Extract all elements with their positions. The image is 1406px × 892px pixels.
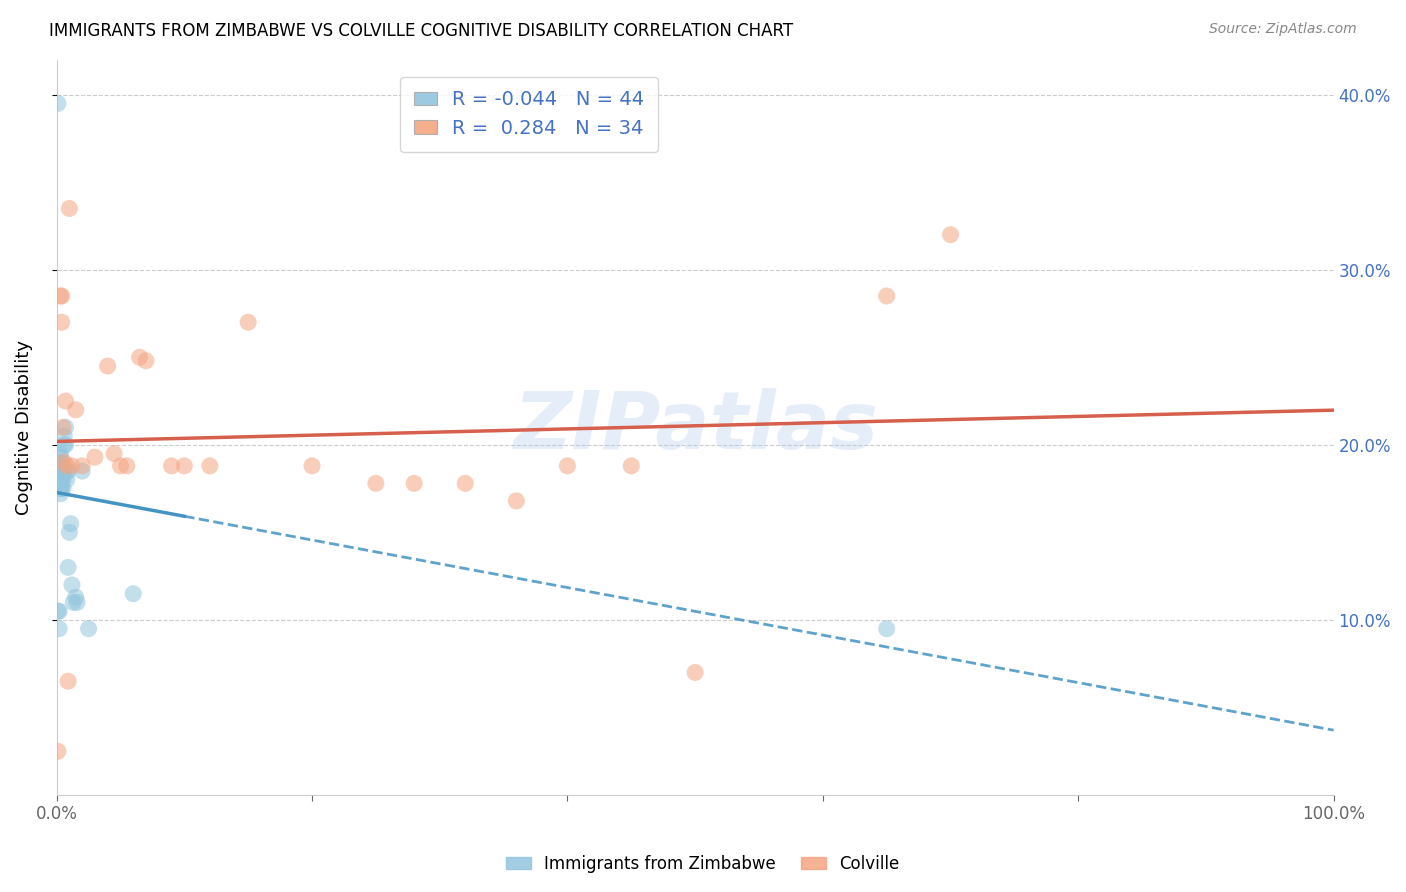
Point (48, 604, 70, 618)
Point (51, 482, 73, 496)
Point (56, 674, 79, 689)
Point (454, 476, 477, 491)
Point (55, 438, 77, 452)
Point (49, 455, 72, 469)
Point (198, 458, 221, 473)
Point (49, 289, 72, 303)
Point (49, 464, 72, 478)
Point (49, 458, 72, 473)
Point (48, 467, 70, 482)
Point (66, 595, 89, 609)
Point (84, 450, 107, 464)
Point (53, 429, 76, 443)
Point (876, 289, 898, 303)
Point (173, 458, 195, 473)
Point (48, 464, 70, 478)
Point (60, 458, 83, 473)
Point (103, 447, 125, 461)
Point (557, 458, 579, 473)
Point (49, 476, 72, 491)
Point (56, 458, 79, 473)
Point (115, 458, 138, 473)
Point (46, 96, 69, 111)
Point (97, 359, 120, 373)
Point (683, 665, 706, 680)
Point (46, 604, 69, 618)
Point (58, 202, 80, 216)
Point (128, 351, 150, 365)
Point (59, 516, 82, 531)
Point (49, 473, 72, 487)
Point (122, 587, 145, 601)
Point (52, 420, 75, 434)
Point (48, 622, 70, 636)
Point (301, 458, 323, 473)
Point (364, 476, 387, 491)
Point (135, 353, 157, 368)
Point (77, 622, 100, 636)
Point (56, 560, 79, 574)
Point (52, 473, 75, 487)
Point (620, 458, 643, 473)
Point (62, 595, 84, 609)
Point (238, 315, 260, 329)
Point (505, 494, 527, 508)
Point (70, 458, 93, 473)
Point (51, 467, 73, 482)
Point (49, 450, 72, 464)
Point (56, 464, 79, 478)
Point (52, 464, 75, 478)
Point (65, 590, 87, 604)
Point (160, 458, 183, 473)
Point (46, 744, 69, 758)
Point (404, 476, 426, 491)
Point (51, 455, 73, 469)
Point (55, 420, 77, 434)
Point (56, 473, 79, 487)
Text: IMMIGRANTS FROM ZIMBABWE VS COLVILLE COGNITIVE DISABILITY CORRELATION CHART: IMMIGRANTS FROM ZIMBABWE VS COLVILLE COG… (49, 22, 793, 40)
Y-axis label: Cognitive Disability: Cognitive Disability (15, 340, 32, 515)
Point (53, 438, 76, 452)
Point (49, 487, 72, 501)
Point (46, 464, 69, 478)
Point (876, 622, 898, 636)
Point (58, 525, 80, 540)
Point (60, 578, 83, 592)
Point (55, 394, 77, 409)
Point (52, 482, 75, 496)
Point (51, 289, 73, 303)
Point (70, 464, 93, 478)
Point (110, 458, 132, 473)
Text: ZIPatlas: ZIPatlas (513, 388, 877, 467)
Legend: R = -0.044   N = 44, R =  0.284   N = 34: R = -0.044 N = 44, R = 0.284 N = 34 (399, 77, 658, 152)
Legend: Immigrants from Zimbabwe, Colville: Immigrants from Zimbabwe, Colville (499, 848, 907, 880)
Point (65, 402, 87, 417)
Point (52, 467, 75, 482)
Point (53, 455, 76, 469)
Text: Source: ZipAtlas.com: Source: ZipAtlas.com (1209, 22, 1357, 37)
Point (51, 473, 73, 487)
Point (49, 447, 72, 461)
Point (51, 315, 73, 329)
Point (49, 482, 72, 496)
Point (49, 467, 72, 482)
Point (939, 227, 962, 242)
Point (51, 464, 73, 478)
Point (56, 464, 79, 478)
